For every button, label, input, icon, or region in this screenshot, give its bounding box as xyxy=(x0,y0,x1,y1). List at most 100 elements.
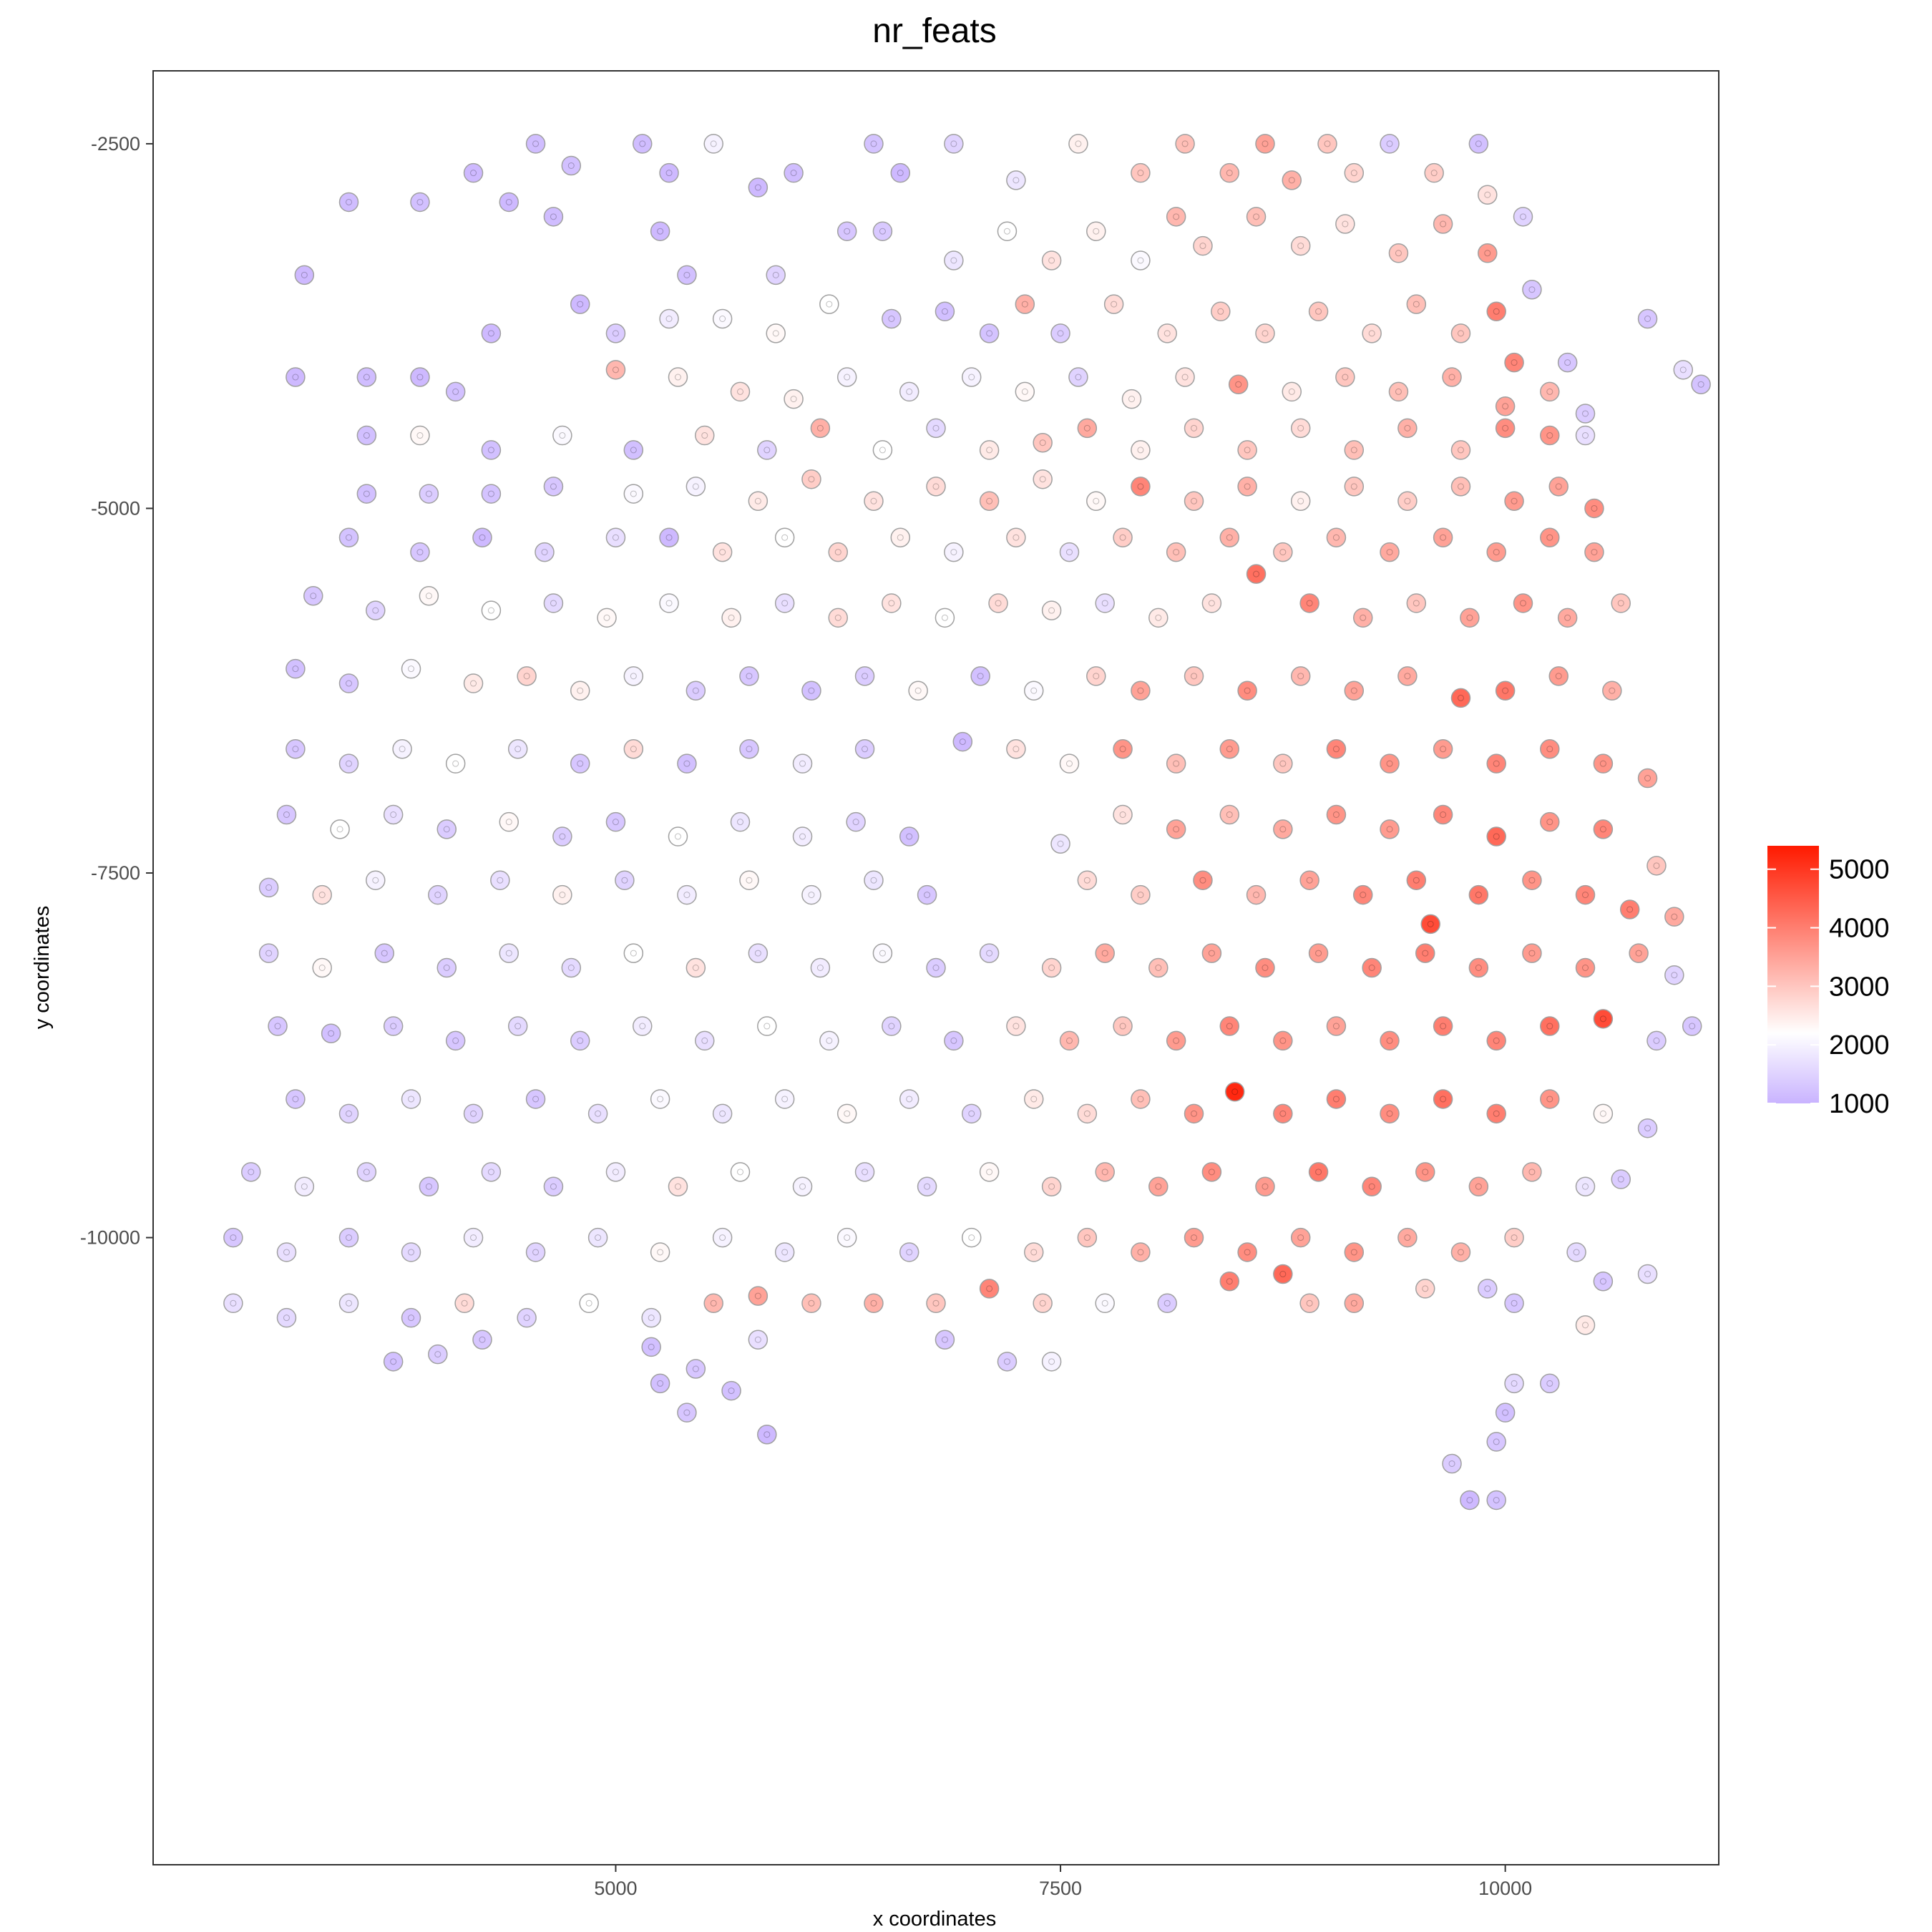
x-tick-label: 7500 xyxy=(1039,1878,1082,1899)
data-point xyxy=(525,1242,546,1262)
data-point xyxy=(712,1227,733,1248)
data-point-dot xyxy=(1502,424,1509,431)
data-point xyxy=(908,680,928,701)
data-point-dot xyxy=(363,374,370,381)
data-point xyxy=(659,527,679,547)
data-point-dot xyxy=(1324,140,1331,147)
data-point-dot xyxy=(1475,140,1482,147)
data-point xyxy=(410,425,430,446)
data-point-dot xyxy=(816,965,824,971)
data-point-dot xyxy=(1262,965,1269,971)
data-point xyxy=(899,1242,919,1262)
data-point-dot xyxy=(710,140,717,147)
data-point xyxy=(401,1089,421,1109)
data-point-dot xyxy=(1013,534,1020,541)
data-point xyxy=(1335,367,1355,387)
data-point-dot xyxy=(932,1299,940,1307)
data-point xyxy=(872,943,893,963)
data-point xyxy=(223,1293,243,1314)
data-point xyxy=(383,1016,404,1036)
data-point xyxy=(1086,491,1106,512)
data-point xyxy=(1184,1103,1204,1124)
data-point-dot xyxy=(1013,1023,1020,1030)
data-point xyxy=(1166,1030,1186,1051)
data-point xyxy=(677,753,697,774)
data-point-dot xyxy=(416,198,424,205)
data-point xyxy=(1442,1453,1462,1474)
data-point xyxy=(641,1337,661,1357)
data-point-dot xyxy=(1475,892,1482,899)
data-point xyxy=(338,673,359,693)
data-point-dot xyxy=(1039,476,1046,483)
data-point xyxy=(1299,1293,1319,1314)
data-point-dot xyxy=(746,877,753,884)
data-point-dot xyxy=(995,600,1002,607)
data-point xyxy=(1468,1176,1489,1196)
data-point xyxy=(1131,477,1151,497)
data-point-dot xyxy=(763,1431,771,1438)
data-point-dot xyxy=(595,1234,602,1241)
data-point-dot xyxy=(746,673,753,680)
data-point-dot xyxy=(1635,950,1642,957)
data-point xyxy=(1540,381,1560,402)
data-point xyxy=(552,425,572,446)
data-point-dot xyxy=(336,826,343,833)
data-point xyxy=(1646,856,1667,876)
data-point-dot xyxy=(425,490,432,497)
data-point-dot xyxy=(941,1336,948,1343)
data-point xyxy=(1219,1271,1239,1292)
data-point-dot xyxy=(1208,950,1215,957)
data-point xyxy=(1486,301,1506,322)
data-point xyxy=(579,1293,599,1314)
data-point-dot xyxy=(1368,965,1375,971)
data-point xyxy=(1478,1279,1498,1299)
data-point-dot xyxy=(1582,410,1589,417)
data-point-dot xyxy=(1297,497,1304,504)
data-point xyxy=(1077,1103,1098,1124)
legend-ticks: 1000 2000 3000 4000 5000 xyxy=(1767,855,1890,1119)
data-point xyxy=(1184,1227,1204,1248)
data-point-dot xyxy=(1404,1234,1411,1241)
data-point-dot xyxy=(1679,366,1687,374)
data-point-dot xyxy=(1440,534,1447,541)
data-point xyxy=(677,884,697,905)
data-point-dot xyxy=(514,1023,522,1030)
data-point xyxy=(1006,1016,1026,1036)
data-point xyxy=(748,1286,769,1306)
data-point-dot xyxy=(1226,1278,1233,1285)
data-point xyxy=(294,265,315,286)
data-point-dot xyxy=(1030,1249,1038,1256)
data-point-dot xyxy=(346,1299,352,1307)
data-point xyxy=(1095,943,1115,963)
data-point xyxy=(917,884,937,905)
data-point-dot xyxy=(1493,1037,1500,1044)
data-point xyxy=(338,1103,359,1124)
data-point-dot xyxy=(1591,504,1598,512)
data-point xyxy=(1388,243,1409,263)
data-point xyxy=(1380,134,1400,154)
data-point-dot xyxy=(1404,497,1411,504)
data-point xyxy=(286,1089,306,1109)
data-point xyxy=(241,1162,261,1182)
data-point xyxy=(552,884,572,905)
data-point-dot xyxy=(639,140,646,147)
y-tick-label: -5000 xyxy=(91,497,140,519)
data-point-dot xyxy=(1520,213,1526,220)
data-point xyxy=(276,804,297,825)
data-point-dot xyxy=(1457,694,1464,701)
data-point xyxy=(1086,221,1106,241)
data-point-dot xyxy=(924,1183,931,1190)
data-point-dot xyxy=(799,1183,806,1190)
data-point-dot xyxy=(888,315,895,322)
data-point xyxy=(774,527,795,547)
data-point-dot xyxy=(862,1169,869,1176)
data-point-dot xyxy=(230,1299,237,1307)
data-point-dot xyxy=(550,213,557,220)
data-point xyxy=(1326,739,1347,759)
data-point xyxy=(864,1293,884,1314)
data-point-dot xyxy=(1493,308,1500,315)
data-point-dot xyxy=(1315,950,1322,957)
data-point-dot xyxy=(1083,1110,1091,1117)
data-point-dot xyxy=(1039,439,1046,447)
data-point-dot xyxy=(1075,140,1082,147)
